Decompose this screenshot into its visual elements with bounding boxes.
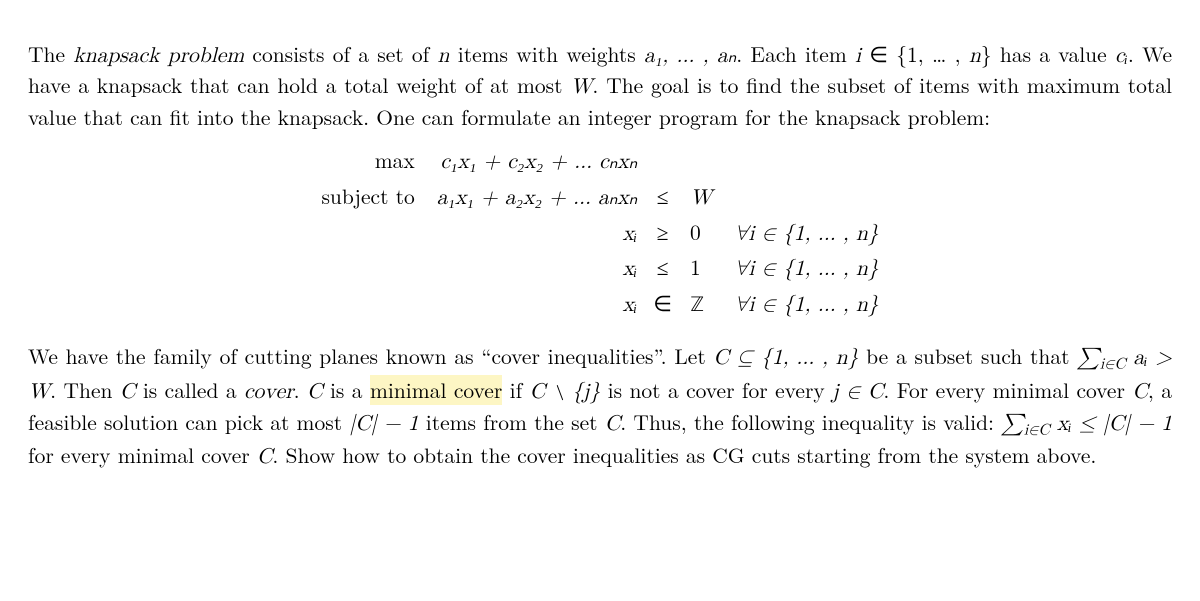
label-max: max [321,146,420,176]
paragraph-intro: The knapsack problem consists of a set o… [28,40,1172,133]
rhs-one: 1 [688,253,712,283]
text: . [294,375,307,405]
text: items from the set [419,407,605,437]
var-C: C [120,382,136,403]
rel-geq: ≥ [653,218,672,248]
C-subset: C ⊆ {1, … , n} [713,348,858,369]
var-W: W [570,77,592,98]
text: The [28,39,73,69]
weight-constraint-rhs: W [688,184,712,214]
xi: xᵢ [437,291,637,321]
forall-3: ∀i ∈ {1, … , n} [728,291,878,321]
highlight-minimal-cover: minimal cover [370,375,502,405]
C-minus-1: |C| − 1 [349,414,418,435]
rhs-Z: ℤ [688,291,712,321]
var-C: C [257,447,273,468]
var-C: C [1132,382,1148,403]
var-n: n [438,46,450,67]
text: is called a [135,375,244,405]
text: is not a cover for every [600,375,832,405]
var-ci: cᵢ [1115,46,1128,67]
text: We have the family of cutting planes kno… [28,341,713,371]
text: . Each item [736,39,855,69]
text: items with weights [449,39,644,69]
xi: xᵢ [437,255,637,285]
label-subject-to: subject to [321,182,420,212]
forall-1: ∀i ∈ {1, … , n} [728,220,878,250]
text: consists of a set of [244,39,437,69]
weight-constraint-lhs: a₁x₁ + a₂x₂ + … aₙxₙ [437,184,637,214]
text: ∈ {1, … , [861,39,969,69]
rel-in: ∈ [653,289,672,319]
text: if [502,375,529,405]
rel-leq: ≤ [653,182,672,212]
rel-leq: ≤ [653,253,672,283]
var-C: C [605,414,621,435]
term-cover: cover [244,382,294,403]
term-knapsack: knapsack problem [73,46,244,67]
cover-inequality: ∑i∈C xᵢ ≤ |C| − 1 [1001,414,1172,435]
paragraph-cover: We have the family of cutting planes kno… [28,342,1172,473]
text: for every minimal cover [28,440,257,470]
text: . Thus, the following inequality is vali… [620,407,1001,437]
objective: c₁x₁ + c₂x₂ + … cₙxₙ [437,148,637,178]
text: . For every minimal cover [883,375,1132,405]
var-n: n [969,46,981,67]
var-C: C [307,382,323,403]
j-in-C: j ∈ C [832,382,883,403]
text: } has a value [981,39,1115,69]
text: . Then [50,375,120,405]
rhs-zero: 0 [688,218,712,248]
forall-2: ∀i ∈ {1, … , n} [728,255,878,285]
xi: xᵢ [437,220,637,250]
text: . Show how to obtain the cover inequalit… [272,440,1096,470]
C-minus-j: C ∖ {j} [530,382,601,403]
text: be a subset such that [858,341,1077,371]
integer-program: max c₁x₁ + c₂x₂ + … cₙxₙ subject to a₁x₁… [28,146,1172,320]
weights-list: a₁, … , aₙ [644,46,736,67]
text: is a [323,375,370,405]
